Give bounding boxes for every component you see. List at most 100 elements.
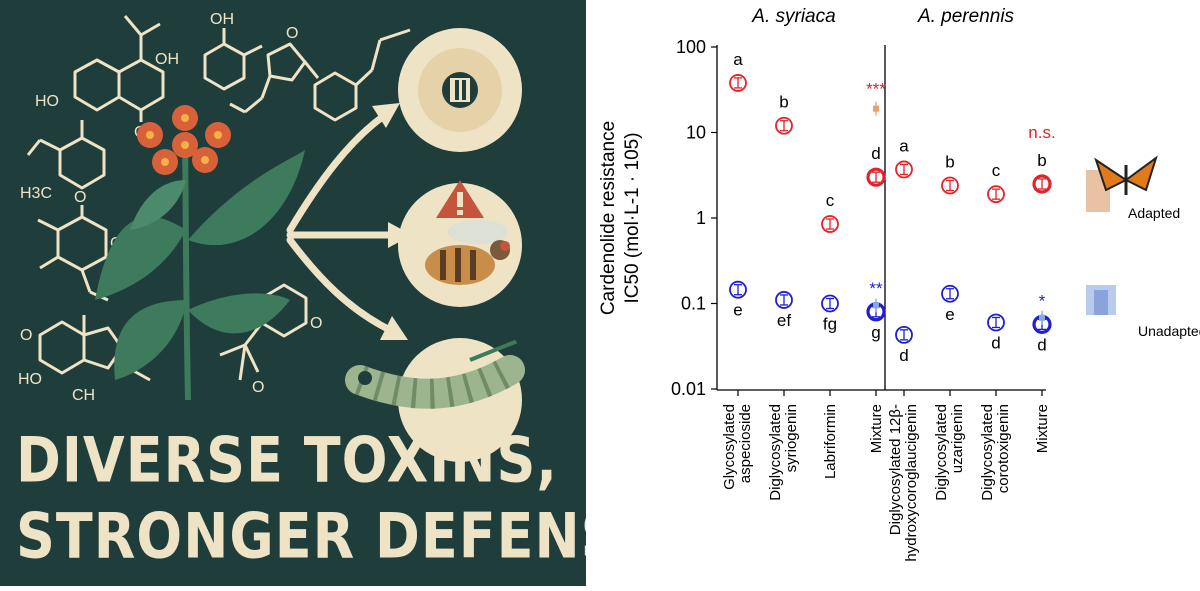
warning-icon	[436, 180, 484, 218]
x-category-label-line1: Diglycosylated	[979, 404, 996, 501]
quinone-molecule	[37, 205, 109, 302]
x-category-label: Labriformin	[822, 404, 839, 479]
significance-letter: fg	[823, 315, 837, 334]
y-axis-label: Cardenolide resistance IC50 (mol·L-1 · 1…	[598, 121, 643, 315]
atom-label: HO	[35, 93, 59, 110]
significance-letter: d	[1037, 335, 1046, 354]
naphthoquinone-molecule	[73, 15, 165, 122]
atom-label: O	[286, 25, 298, 42]
significance-marker: *	[1039, 291, 1046, 310]
x-category-label: Diglycosylated 12β-hydroxycoroglaucigeni…	[887, 404, 920, 562]
significance-marker: n.s.	[1028, 123, 1055, 142]
atom-label: O	[74, 189, 86, 206]
significance-letter: a	[899, 136, 909, 155]
molecule-structures	[26, 15, 411, 382]
caterpillar-icon	[345, 332, 530, 409]
y-tick-label: 1	[696, 208, 706, 228]
x-category-label-line2: corotoxigenin	[995, 404, 1012, 493]
x-category-label-line1: Diglycosylated	[933, 404, 950, 501]
x-category-label: Diglycosylated syriogenin	[767, 404, 800, 501]
x-category-label-line1: Glycosylated	[721, 404, 738, 490]
milkweed-plant-icon	[95, 105, 305, 401]
data-point	[775, 291, 793, 309]
significance-letter: b	[1037, 151, 1046, 170]
monarch-butterfly-icon	[1086, 155, 1158, 212]
x-category-label: Mixture	[868, 404, 885, 453]
data-point	[895, 325, 913, 344]
y-tick-label: 10	[686, 123, 706, 143]
cardenolide-pump-icon	[442, 72, 478, 108]
significance-letter: g	[871, 323, 880, 342]
data-point	[987, 185, 1005, 204]
group-label-perennis: A. perennis	[917, 6, 1015, 27]
significance-letter: d	[991, 333, 1000, 352]
x-category-label-line2: aspecioside	[737, 404, 754, 483]
cardenolide-resistance-chart: A. syriaca A. perennis Cardenolide resis…	[598, 6, 1200, 562]
data-point	[895, 160, 913, 179]
atom-label: O	[252, 379, 264, 396]
data-point	[866, 167, 886, 187]
atom-label: HO	[18, 371, 42, 388]
x-category-label-line2: syriogenin	[783, 404, 800, 472]
significance-letter: c	[826, 191, 835, 210]
data-point	[821, 294, 839, 313]
significance-marker: **	[869, 279, 883, 298]
fly-icon	[425, 220, 510, 285]
chart-panel: A. syriaca A. perennis Cardenolide resis…	[586, 0, 1200, 586]
headline-line-2: STRONGER DEFENSE	[16, 500, 586, 573]
x-category-label: Glycosylated aspecioside	[721, 404, 754, 490]
illustration: OH HO O OH O H3C O OH O HO N CH O O	[18, 11, 530, 462]
data-point	[775, 116, 793, 135]
atom-label: OH	[155, 51, 179, 68]
x-category-label: Diglycosylated corotoxigenin	[979, 404, 1012, 501]
significance-letter: b	[945, 152, 954, 171]
legend-label-adapted: Adapted	[1128, 205, 1180, 221]
x-category-label: Mixture	[1034, 404, 1051, 453]
atom-label: CH	[72, 387, 95, 404]
group-label-syriaca: A. syriaca	[751, 6, 835, 27]
significance-letter: c	[992, 161, 1001, 180]
significance-letter: ef	[777, 311, 791, 330]
significance-marker: ***	[866, 80, 886, 99]
data-point	[941, 284, 959, 303]
y-tick-label: 100	[676, 37, 706, 57]
phenolic-molecule	[203, 28, 411, 122]
data-point	[1032, 174, 1052, 194]
significance-letter: b	[779, 93, 788, 112]
y-tick-label: 0.01	[671, 379, 706, 399]
headline-line-1: DIVERSE TOXINS,	[16, 424, 558, 497]
x-category-label-line1: Labriformin	[822, 404, 839, 479]
atom-label: H3C	[20, 185, 52, 202]
y-tick-label: 0.1	[681, 294, 706, 314]
y-axis-label-line1: Cardenolide resistance	[598, 121, 619, 315]
legend-label-unadapted: Unadapted	[1138, 323, 1200, 339]
x-category-label-line1: Diglycosylated 12β-	[887, 404, 904, 535]
terpene-molecule	[26, 120, 106, 190]
y-axis-label-line2: IC50 (mol·L-1 · 105)	[622, 132, 643, 303]
data-point	[729, 74, 747, 92]
significance-letter: d	[899, 346, 908, 365]
x-category-label-line2: hydroxycoroglaucigenin	[903, 404, 920, 562]
y-ticks: 0.01 0.1 1 10 100	[671, 37, 717, 399]
x-category-label-line1: Mixture	[868, 404, 885, 453]
atom-label: OH	[210, 11, 234, 28]
atom-label: O	[310, 315, 322, 332]
significance-letter: e	[945, 305, 954, 324]
atom-label: O	[20, 327, 32, 344]
significance-letter: d	[871, 144, 880, 163]
x-category-label: Diglycosylated uzarigenin	[933, 404, 966, 501]
legend: Adapted Unadapted	[1086, 155, 1200, 339]
significance-letter: a	[733, 50, 743, 69]
data-point	[941, 176, 959, 195]
x-category-label-line2: uzarigenin	[949, 404, 966, 473]
data-point	[821, 215, 839, 233]
data-point	[729, 280, 747, 299]
effect-arrows-icon	[286, 111, 399, 334]
x-category-label-line1: Diglycosylated	[767, 404, 784, 501]
protein-structure-icon	[1086, 285, 1116, 315]
graphical-abstract-panel: OH HO O OH O H3C O OH O HO N CH O O	[0, 0, 586, 586]
data-point	[987, 313, 1005, 332]
x-category-labels: Glycosylated aspecioside Diglycosylated syr…	[721, 390, 1051, 562]
x-category-label-line1: Mixture	[1034, 404, 1051, 453]
